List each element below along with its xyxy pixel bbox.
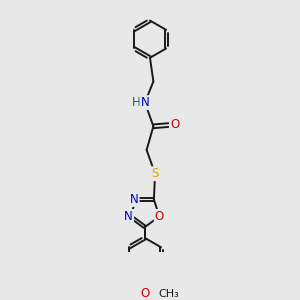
Text: N: N [130, 193, 139, 206]
Text: CH₃: CH₃ [158, 289, 179, 299]
Text: N: N [124, 210, 133, 223]
Text: O: O [155, 210, 164, 223]
Text: N: N [140, 96, 149, 109]
Text: O: O [140, 287, 149, 300]
Text: S: S [152, 167, 159, 180]
Text: H: H [132, 96, 141, 109]
Text: O: O [170, 118, 179, 131]
